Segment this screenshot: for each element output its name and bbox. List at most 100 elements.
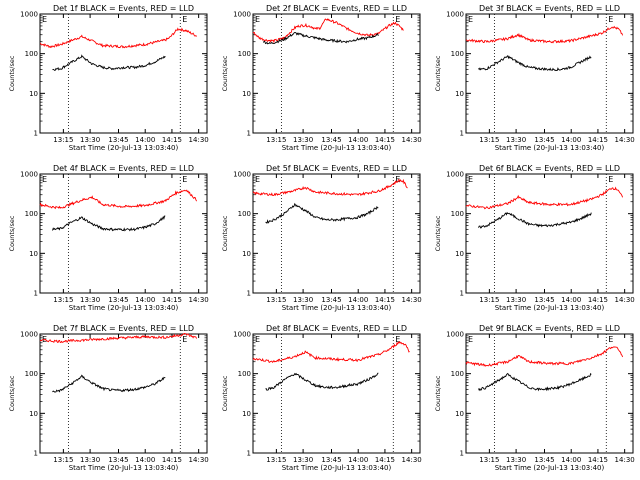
chart-title: Det 9f BLACK = Events, RED = LLD [479, 324, 620, 333]
x-axis-label: Start Time (20-Jul-13 13:03:40) [69, 144, 179, 152]
x-tick-label: 13:30 [506, 296, 526, 304]
x-tick-label: 13:45 [534, 296, 554, 304]
y-tick-label: 100 [25, 210, 38, 218]
x-tick-label: 13:30 [80, 296, 100, 304]
series-lld-line [39, 332, 198, 344]
x-tick-label: 14:00 [561, 136, 581, 144]
x-tick-label: 13:15 [479, 136, 499, 144]
series-events-line [52, 54, 166, 71]
x-axis-label: Start Time (20-Jul-13 13:03:40) [69, 464, 179, 472]
series-lld-line [39, 189, 198, 210]
series-lld-line [465, 186, 624, 210]
y-axis-label: Counts/sec [221, 215, 229, 251]
y-tick-label: 100 [25, 370, 38, 378]
y-tick-label: 1000 [233, 11, 251, 19]
chart-title: Det 2f BLACK = Events, RED = LLD [266, 4, 407, 13]
x-tick-label: 13:45 [321, 296, 341, 304]
x-tick-label: 14:30 [615, 456, 635, 464]
x-tick-label: 14:30 [189, 456, 209, 464]
y-tick-label: 1 [460, 450, 464, 458]
event-marker-label: E [182, 335, 187, 344]
y-tick-label: 100 [238, 210, 251, 218]
y-axis-label: Counts/sec [434, 215, 442, 251]
event-marker-label: E [255, 335, 260, 344]
series-lld-line [252, 178, 408, 197]
y-axis-label: Counts/sec [8, 55, 16, 91]
chart-panel-6: Det 6f BLACK = Events, RED = LLD 1 10 100 10… [434, 164, 635, 312]
event-marker-label: E [255, 15, 260, 24]
y-tick-label: 1000 [20, 171, 38, 179]
y-tick-label: 1 [34, 290, 38, 298]
plot-frame [465, 173, 634, 294]
x-tick-label: 13:30 [506, 136, 526, 144]
y-tick-label: 1 [34, 450, 38, 458]
x-tick-label: 13:45 [108, 456, 128, 464]
x-tick-label: 14:30 [615, 136, 635, 144]
x-tick-label: 14:30 [189, 136, 209, 144]
plot-frame [465, 333, 634, 454]
event-marker-label: E [608, 335, 613, 344]
y-tick-label: 1 [247, 130, 251, 138]
chart-panel-1: Det 1f BLACK = Events, RED = LLD 1 10 100 10… [8, 4, 209, 152]
series-events-line [265, 202, 379, 224]
series-events-line [478, 55, 592, 72]
plot-frame [39, 333, 208, 454]
x-tick-label: 14:00 [135, 456, 155, 464]
y-tick-label: 10 [242, 410, 251, 418]
y-axis-label: Counts/sec [8, 375, 16, 411]
x-tick-label: 13:45 [321, 456, 341, 464]
x-tick-label: 13:15 [479, 296, 499, 304]
x-tick-label: 14:15 [375, 136, 395, 144]
x-tick-label: 13:30 [506, 456, 526, 464]
x-tick-label: 14:30 [402, 296, 422, 304]
x-tick-label: 13:30 [293, 136, 313, 144]
y-axis-label: Counts/sec [221, 375, 229, 411]
x-tick-label: 14:00 [348, 296, 368, 304]
event-marker-label: E [255, 175, 260, 184]
chart-title: Det 6f BLACK = Events, RED = LLD [479, 164, 620, 173]
x-tick-label: 14:15 [375, 296, 395, 304]
x-tick-label: 14:00 [561, 456, 581, 464]
y-tick-label: 1000 [20, 11, 38, 19]
y-tick-label: 1 [460, 290, 464, 298]
x-tick-label: 14:00 [135, 296, 155, 304]
x-axis-label: Start Time (20-Jul-13 13:03:40) [282, 304, 392, 312]
x-tick-label: 13:15 [53, 296, 73, 304]
y-tick-label: 10 [242, 250, 251, 258]
x-axis-label: Start Time (20-Jul-13 13:03:40) [282, 464, 392, 472]
chart-panel-8: Det 8f BLACK = Events, RED = LLD 1 10 100 10… [221, 324, 422, 472]
event-marker-label: E [468, 15, 473, 24]
y-tick-label: 10 [29, 250, 38, 258]
y-axis-label: Counts/sec [434, 55, 442, 91]
x-tick-label: 13:15 [53, 456, 73, 464]
x-axis-label: Start Time (20-Jul-13 13:03:40) [282, 144, 392, 152]
y-tick-label: 10 [29, 90, 38, 98]
event-marker-label: E [395, 175, 400, 184]
x-tick-label: 14:15 [162, 136, 182, 144]
chart-title: Det 7f BLACK = Events, RED = LLD [53, 324, 194, 333]
y-tick-label: 1000 [446, 11, 464, 19]
x-tick-label: 14:15 [375, 456, 395, 464]
plot-frame [39, 173, 208, 294]
event-marker-label: E [395, 335, 400, 344]
series-events-line [478, 372, 592, 392]
x-tick-label: 13:45 [321, 136, 341, 144]
series-events-line [478, 211, 592, 229]
x-tick-label: 13:15 [266, 296, 286, 304]
y-tick-label: 1 [34, 130, 38, 138]
plot-frame [252, 13, 421, 134]
y-tick-label: 100 [451, 210, 464, 218]
x-tick-label: 14:15 [162, 296, 182, 304]
chart-panel-5: Det 5f BLACK = Events, RED = LLD 1 10 100 10… [221, 164, 422, 312]
event-marker-label: E [468, 335, 473, 344]
chart-title: Det 1f BLACK = Events, RED = LLD [53, 4, 194, 13]
y-tick-label: 1000 [233, 331, 251, 339]
chart-panel-2: Det 2f BLACK = Events, RED = LLD 1 10 100 10… [221, 4, 422, 152]
x-axis-label: Start Time (20-Jul-13 13:03:40) [495, 144, 605, 152]
event-marker-label: E [608, 175, 613, 184]
event-marker-label: E [42, 15, 47, 24]
y-tick-label: 100 [25, 50, 38, 58]
plot-frame [39, 13, 208, 134]
x-tick-label: 13:30 [80, 136, 100, 144]
